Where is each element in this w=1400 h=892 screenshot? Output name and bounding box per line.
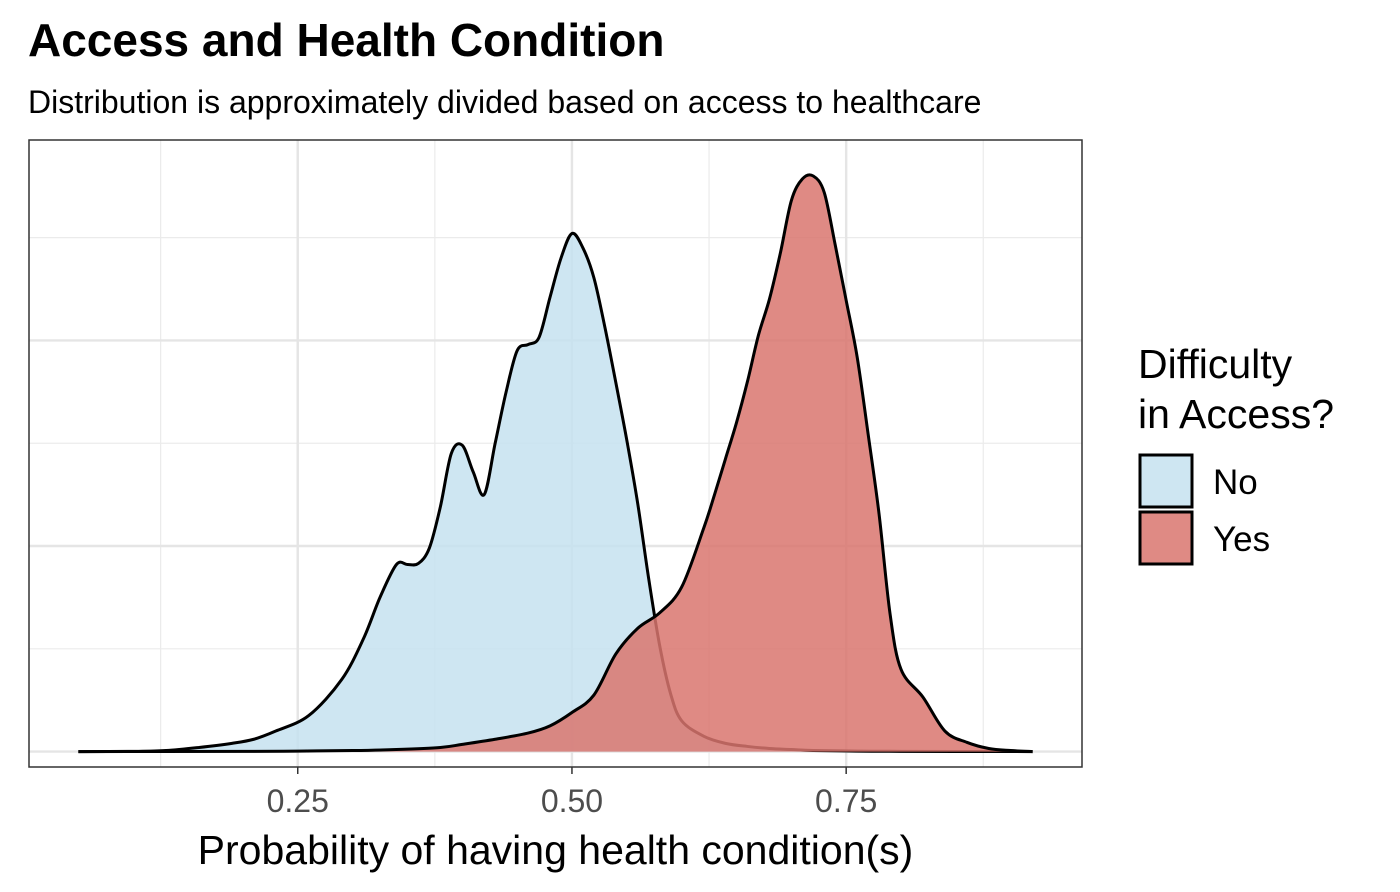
density-outline-yes (78, 173, 1033, 754)
chart-title: Access and Health Condition (28, 14, 664, 66)
x-tick-label-2: 0.75 (815, 783, 877, 819)
legend-key-yes (1138, 510, 1194, 566)
chart-subtitle: Distribution is approximately divided ba… (28, 84, 981, 120)
x-tick-label-1: 0.50 (541, 783, 603, 819)
legend-key-no (1138, 453, 1194, 509)
density-area-yes (78, 174, 1033, 752)
density-area-no (78, 233, 1033, 752)
legend-title-line-2: in Access? (1138, 391, 1334, 437)
x-axis-title: Probability of having health condition(s… (198, 827, 914, 873)
panel-border (28, 139, 1083, 768)
legend-title-line-1: Difficulty (1138, 341, 1293, 387)
x-axis: 0.25 0.50 0.75 (267, 767, 877, 819)
legend-label-yes: Yes (1213, 520, 1270, 559)
density-series (78, 173, 1033, 754)
legend: Difficulty in Access? No Yes (1138, 341, 1334, 566)
x-tick-label-0: 0.25 (267, 783, 329, 819)
legend-label-no: No (1213, 463, 1258, 502)
